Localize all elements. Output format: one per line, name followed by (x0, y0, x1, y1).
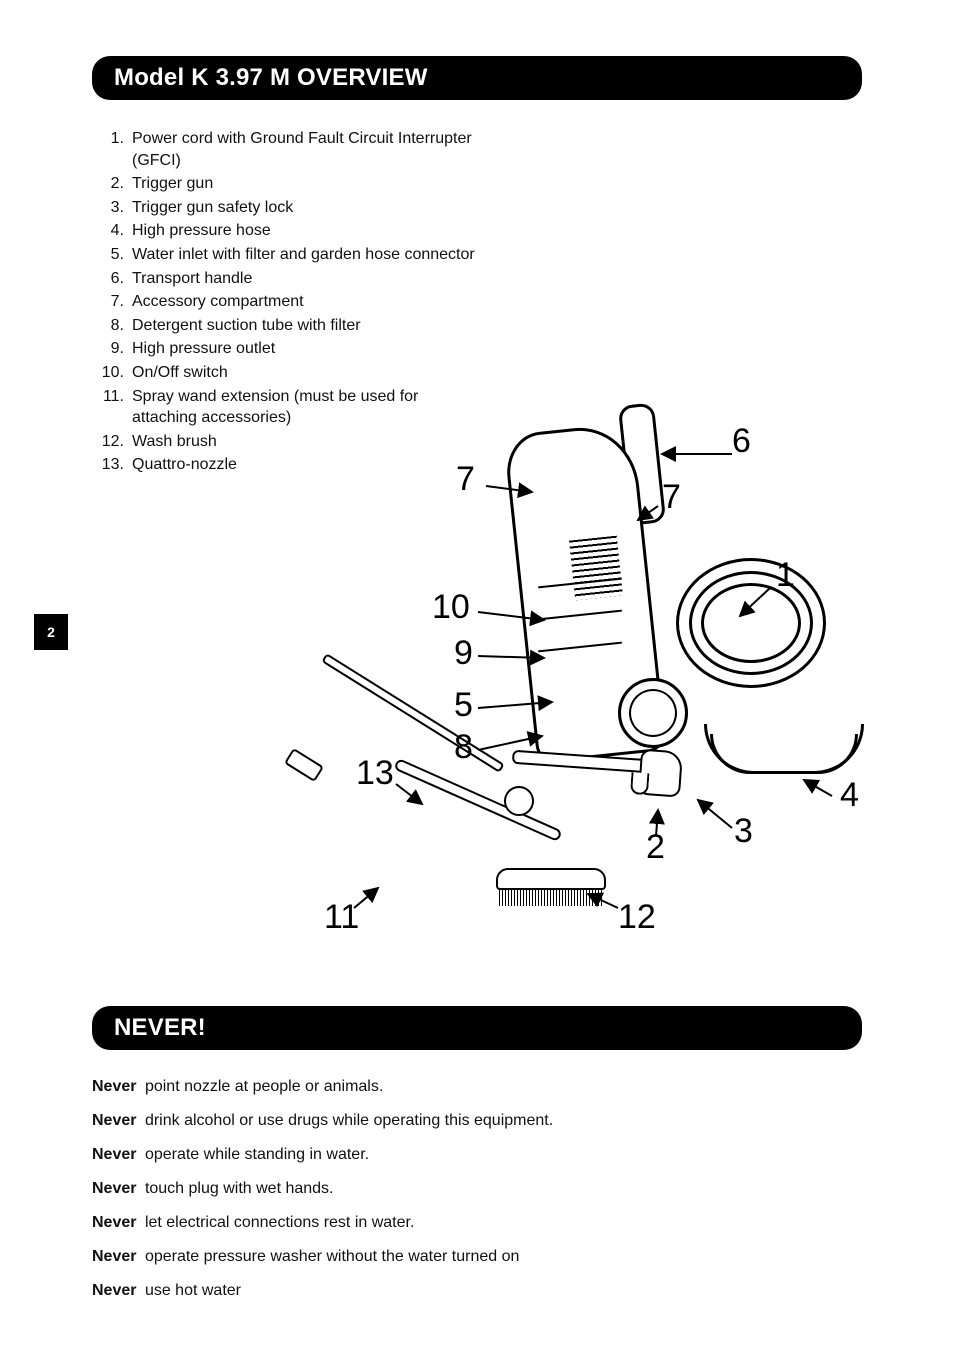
page-number: 2 (47, 624, 55, 640)
list-item: 8.Detergent suction tube with filter (96, 315, 476, 337)
callout-12: 12 (618, 898, 656, 937)
overview-title: Model K 3.97 M OVERVIEW (114, 64, 428, 91)
list-item: 2.Trigger gun (96, 173, 476, 195)
never-item: Never operate pressure washer without th… (92, 1248, 862, 1266)
product-diagram: 6 7 7 1 10 9 5 8 13 4 3 2 11 12 (242, 408, 872, 968)
overview-header: Model K 3.97 M OVERVIEW (92, 56, 862, 100)
page-number-tab: 2 (34, 614, 68, 650)
callout-2: 2 (646, 828, 665, 867)
never-item: Never operate while standing in water. (92, 1146, 862, 1164)
never-item: Never point nozzle at people or animals. (92, 1078, 862, 1096)
list-item: 10.On/Off switch (96, 362, 476, 384)
overview-block: 1.Power cord with Ground Fault Circuit I… (92, 128, 862, 988)
list-item: 6.Transport handle (96, 268, 476, 290)
diagram-hose-coil (676, 558, 826, 688)
never-header: NEVER! (92, 1006, 862, 1050)
callout-7a: 7 (456, 460, 475, 499)
diagram-wand (321, 653, 504, 773)
callout-9: 9 (454, 634, 473, 673)
callout-10: 10 (432, 588, 470, 627)
list-item: 9.High pressure outlet (96, 338, 476, 360)
list-item: 4.High pressure hose (96, 220, 476, 242)
list-item: 7.Accessory compartment (96, 291, 476, 313)
callout-6: 6 (732, 422, 751, 461)
never-item: Never let electrical connections rest in… (92, 1214, 862, 1232)
diagram-trigger-gun (510, 728, 694, 800)
never-item: Never touch plug with wet hands. (92, 1180, 862, 1198)
never-list: Never point nozzle at people or animals.… (92, 1078, 862, 1300)
page: 2 Model K 3.97 M OVERVIEW 1.Power cord w… (0, 0, 954, 1352)
never-item: Never use hot water (92, 1282, 862, 1300)
diagram-hose (710, 734, 858, 774)
list-item: 5.Water inlet with filter and garden hos… (96, 244, 476, 266)
callout-11: 11 (324, 898, 359, 937)
callout-7b: 7 (662, 478, 681, 517)
callout-3: 3 (734, 812, 753, 851)
callout-4: 4 (840, 776, 859, 815)
never-title: NEVER! (114, 1014, 206, 1041)
diagram-brush-head (496, 868, 606, 908)
diagram-vent (569, 536, 623, 601)
never-block: NEVER! Never point nozzle at people or a… (92, 1006, 862, 1300)
callout-13: 13 (356, 754, 394, 793)
list-item: 3.Trigger gun safety lock (96, 197, 476, 219)
callout-8: 8 (454, 728, 473, 767)
never-item: Never drink alcohol or use drugs while o… (92, 1112, 862, 1130)
diagram-knob (504, 786, 534, 816)
list-item: 1.Power cord with Ground Fault Circuit I… (96, 128, 476, 171)
callout-5: 5 (454, 686, 473, 725)
callout-1: 1 (776, 556, 795, 595)
diagram-nozzle (284, 748, 324, 782)
